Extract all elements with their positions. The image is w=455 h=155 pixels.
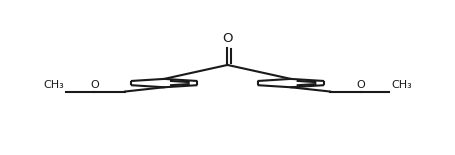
Text: O: O xyxy=(222,32,233,45)
Text: O: O xyxy=(90,80,99,90)
Text: O: O xyxy=(356,80,365,90)
Text: CH₃: CH₃ xyxy=(43,80,64,90)
Text: CH₃: CH₃ xyxy=(391,80,412,90)
